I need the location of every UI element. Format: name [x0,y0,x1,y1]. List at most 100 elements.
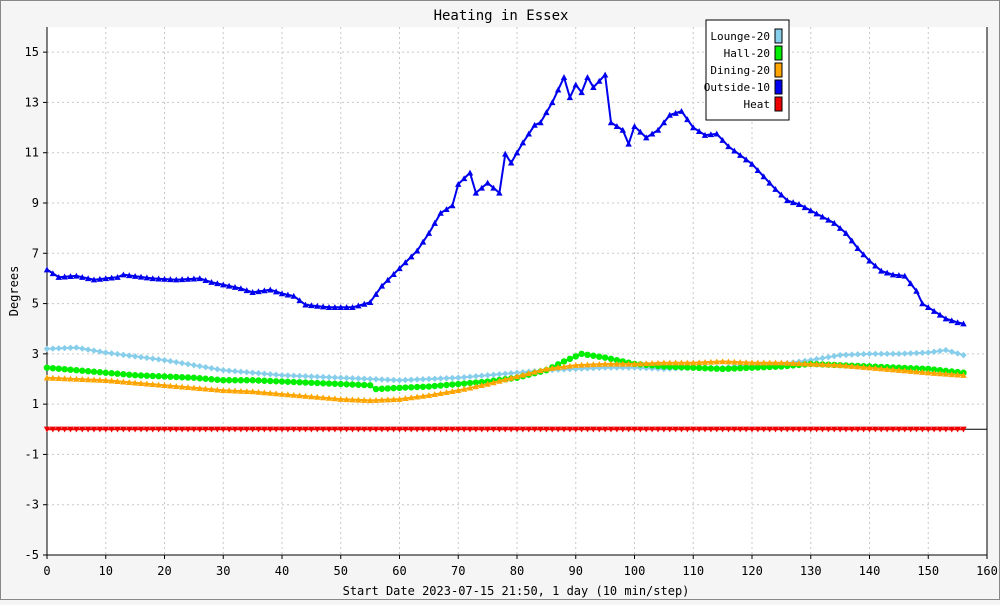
data-point-dining-20 [719,358,726,365]
plot-background [47,27,987,555]
data-point-outside-10 [490,184,497,191]
data-point-heat [73,426,80,433]
data-point-heat [848,426,856,433]
x-tick-label: 150 [917,564,939,578]
data-point-dining-20 [202,385,209,392]
data-point-heat [596,426,603,433]
data-point-hall-20 [43,364,51,371]
data-point-outside-10 [883,269,891,276]
data-point-lounge-20 [261,370,268,377]
data-point-hall-20 [349,381,356,388]
data-point-outside-10 [131,272,139,279]
y-axis-label: Degrees [7,266,21,317]
data-point-outside-10 [225,282,233,289]
data-point-heat [913,426,920,433]
data-point-outside-10 [678,108,685,114]
data-point-heat [842,426,850,433]
data-point-hall-20 [196,375,203,382]
data-point-heat [425,426,433,433]
data-point-dining-20 [778,359,785,366]
data-point-dining-20 [413,393,421,400]
data-point-outside-10 [337,304,344,311]
x-tick-label: 50 [334,564,348,578]
data-point-lounge-20 [155,356,162,363]
data-point-outside-10 [255,288,262,295]
data-point-lounge-20 [831,352,838,360]
data-point-dining-20 [490,379,497,386]
data-point-lounge-20 [960,351,967,359]
data-point-dining-20 [707,358,715,365]
data-point-lounge-20 [366,375,374,383]
data-point-heat [167,426,174,433]
data-point-dining-20 [713,358,720,365]
data-point-hall-20 [578,350,585,358]
legend: Lounge-20 Hall-20 Dining-20 Outside-10 Heat [704,19,790,121]
data-point-outside-10 [613,123,621,130]
data-point-lounge-20 [919,349,926,357]
data-point-outside-10 [543,109,550,116]
data-point-hall-20 [930,366,938,373]
data-point-heat [472,426,480,433]
data-point-dining-20 [519,371,527,378]
data-point-dining-20 [361,396,368,403]
data-point-outside-10 [872,262,879,269]
data-point-hall-20 [449,381,456,388]
data-point-outside-10 [560,74,568,80]
data-point-dining-20 [866,364,873,371]
data-point-lounge-20 [513,369,521,376]
data-point-hall-20 [402,384,409,391]
data-point-heat [731,426,738,433]
x-tick-label: 30 [216,564,230,578]
data-point-dining-20 [695,359,703,366]
data-point-lounge-20 [126,352,133,359]
data-point-hall-20 [255,377,262,384]
data-point-outside-10 [355,302,362,309]
data-point-dining-20 [108,377,115,384]
data-point-heat [707,426,715,433]
data-point-outside-10 [49,270,57,277]
data-point-heat [190,426,198,433]
data-point-heat [813,426,820,433]
data-point-hall-20 [108,370,115,377]
data-point-lounge-20 [137,353,145,361]
data-point-hall-20 [466,379,474,387]
data-point-hall-20 [396,384,403,391]
data-point-heat [355,426,362,433]
data-point-dining-20 [848,362,856,369]
data-point-heat [766,426,773,433]
data-point-dining-20 [290,391,297,398]
data-point-outside-10 [619,126,626,133]
data-point-outside-10 [831,219,838,226]
data-point-outside-10 [137,273,145,280]
data-point-dining-20 [596,360,603,367]
data-point-heat [701,426,709,433]
data-point-heat [443,426,450,433]
data-point-heat [537,426,544,433]
data-point-dining-20 [502,376,509,383]
data-point-heat [419,426,427,433]
data-point-outside-10 [102,275,109,282]
data-point-heat [672,426,679,433]
x-tick-label: 110 [682,564,704,578]
data-point-outside-10 [143,274,151,281]
data-point-hall-20 [425,383,433,390]
data-point-hall-20 [725,365,732,372]
data-point-dining-20 [372,396,380,403]
data-point-dining-20 [660,359,668,366]
data-point-outside-10 [408,253,415,260]
data-point-dining-20 [507,374,515,381]
data-point-outside-10 [848,237,856,244]
y-tick-label: 1 [32,397,39,411]
data-point-hall-20 [343,381,350,388]
data-point-dining-20 [607,360,615,367]
data-point-dining-20 [901,367,908,374]
data-point-lounge-20 [872,350,879,358]
data-point-hall-20 [355,381,362,388]
data-point-outside-10 [572,81,579,88]
data-point-lounge-20 [84,346,92,353]
data-point-outside-10 [766,179,773,186]
data-point-outside-10 [819,213,826,220]
data-point-outside-10 [214,280,221,287]
data-point-outside-10 [55,273,62,280]
